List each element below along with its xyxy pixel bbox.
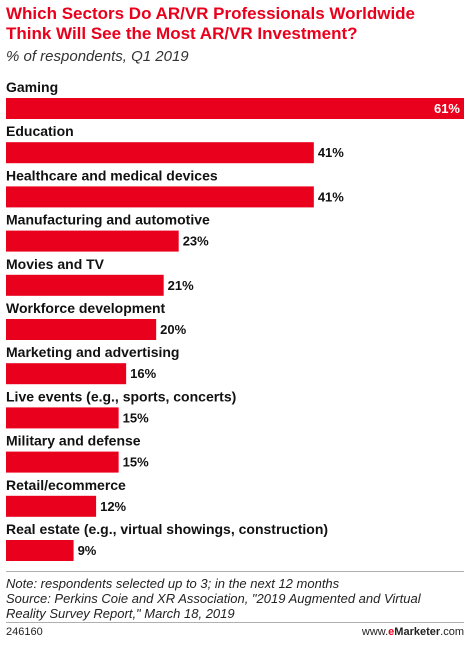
chart-subtitle: % of respondents, Q1 2019	[6, 48, 189, 65]
value-label: 41%	[318, 145, 344, 160]
bar	[6, 319, 157, 340]
bottom-divider	[6, 622, 464, 623]
value-label: 21%	[168, 278, 194, 293]
category-label: Marketing and advertising	[6, 344, 179, 360]
category-label: Movies and TV	[6, 256, 105, 272]
footnote-source-line1: Source: Perkins Coie and XR Association,…	[6, 591, 421, 606]
category-label: Education	[6, 123, 74, 139]
footer-divider	[6, 571, 464, 572]
category-label: Healthcare and medical devices	[6, 167, 218, 183]
bar	[6, 495, 97, 517]
category-label: Gaming	[6, 79, 58, 95]
value-label: 16%	[130, 366, 156, 381]
value-label: 15%	[123, 410, 149, 425]
bar	[6, 274, 164, 296]
bar	[6, 451, 119, 473]
category-label: Manufacturing and automotive	[6, 212, 210, 228]
footnote: Note: respondents selected up to 3; in t…	[6, 576, 464, 621]
value-label: 20%	[160, 322, 186, 337]
bar	[6, 540, 74, 561]
bar-chart: Gaming 61% Education 41% Healthcare and medi…	[6, 79, 464, 561]
category-label: Live events (e.g., sports, concerts)	[6, 388, 236, 404]
category-label: Retail/ecommerce	[6, 477, 126, 493]
category-label: Military and defense	[6, 433, 141, 449]
bar	[6, 407, 119, 429]
bottom-bar: 246160 www.eMarketer.com	[6, 626, 464, 638]
value-label: 15%	[123, 455, 149, 470]
chart-id: 246160	[6, 626, 43, 638]
bar	[6, 186, 314, 208]
value-label: 23%	[183, 234, 209, 249]
bar	[6, 142, 314, 164]
footnote-source-line2: Reality Survey Report," March 18, 2019	[6, 606, 235, 621]
bar	[6, 98, 464, 119]
chart-title: Which Sectors Do AR/VR Professionals Wor…	[6, 4, 416, 43]
category-label: Workforce development	[6, 300, 166, 316]
value-label: 41%	[318, 189, 344, 204]
value-label: 9%	[78, 543, 97, 558]
footnote-note: Note: respondents selected up to 3; in t…	[6, 576, 340, 591]
category-label: Real estate (e.g., virtual showings, con…	[6, 521, 328, 537]
value-label: 12%	[100, 499, 126, 514]
bar	[6, 363, 127, 385]
emarketer-logo: www.eMarketer.com	[361, 626, 464, 638]
bar	[6, 230, 179, 252]
value-label: 61%	[434, 101, 460, 116]
